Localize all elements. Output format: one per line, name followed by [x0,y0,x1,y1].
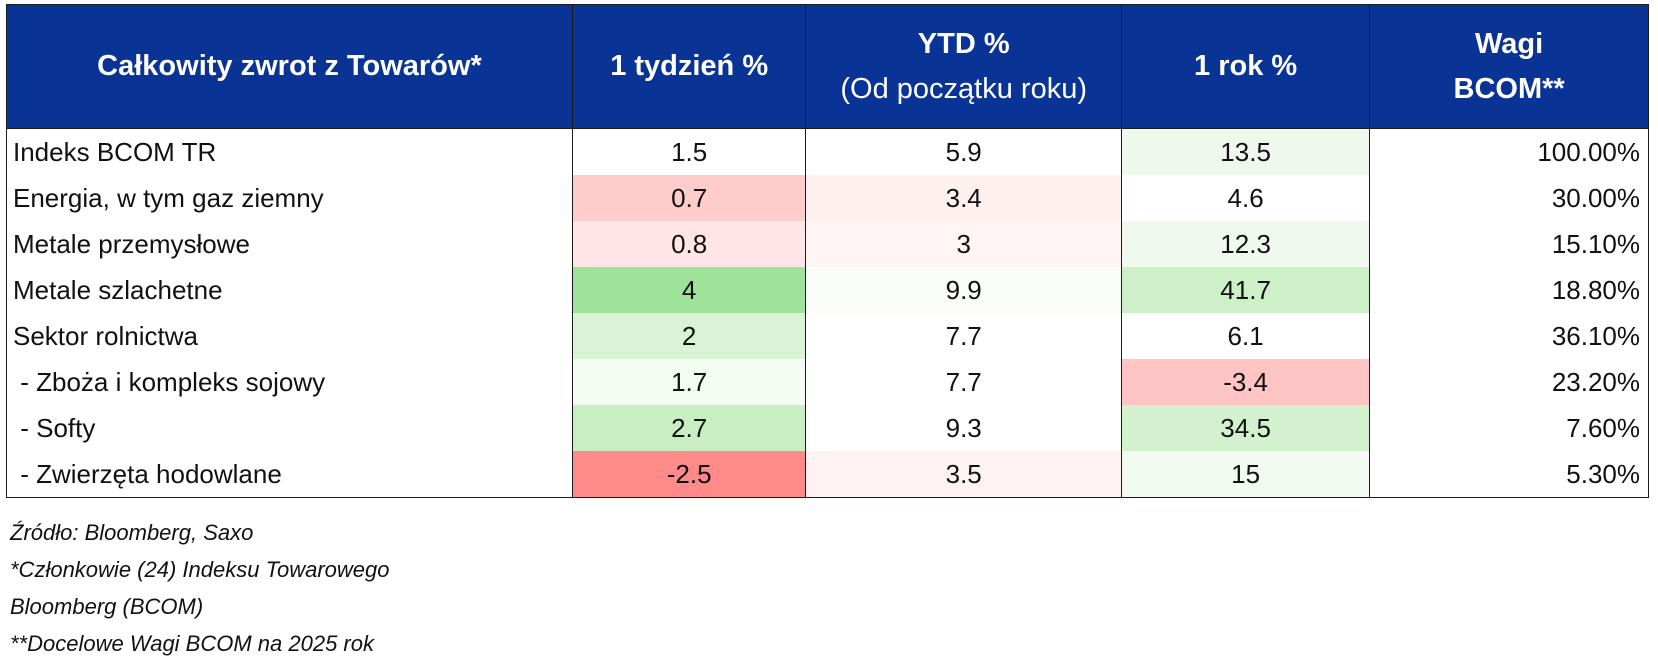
cell-1-week: 1.7 [571,359,807,405]
cell-commodity-name: - Zboża i kompleks sojowy [6,359,573,405]
cell-bcom-weight: 5.30% [1369,451,1649,498]
header-ytd-main: YTD % [917,27,1010,60]
cell-ytd: 5.9 [805,128,1122,175]
header-weights-line2: BCOM** [1453,72,1565,105]
header-total-return: Całkowity zwrot z Towarów* [6,4,573,129]
table-row: - Zwierzęta hodowlane -2.5 3.5 15 5.30% [6,451,1649,498]
cell-ytd: 3 [805,221,1122,267]
cell-bcom-weight: 100.00% [1369,128,1649,175]
cell-commodity-name: Energia, w tym gaz ziemny [6,175,573,221]
cell-bcom-weight: 23.20% [1369,359,1649,405]
cell-1-week: 2 [571,313,807,359]
header-1-year: 1 rok % [1120,4,1371,129]
cell-bcom-weight: 18.80% [1369,267,1649,313]
cell-1-year: 13.5 [1120,128,1371,175]
footnote-weights: **Docelowe Wagi BCOM na 2025 rok [10,631,374,656]
cell-ytd: 3.4 [805,175,1122,221]
table-row: Energia, w tym gaz ziemny 0.7 3.4 4.6 30.00% [6,175,1649,221]
footnote-members-line1: *Członkowie (24) Indeksu Towarowego [10,557,390,582]
cell-1-year: -3.4 [1120,359,1371,405]
footnote-source: Źródło: Bloomberg, Saxo [10,520,254,545]
header-1-week: 1 tydzień % [571,4,807,129]
footnotes: Źródło: Bloomberg, Saxo *Członkowie (24)… [10,514,390,662]
cell-commodity-name: - Softy [6,405,573,451]
cell-commodity-name: Metale przemysłowe [6,221,573,267]
cell-bcom-weight: 7.60% [1369,405,1649,451]
footnote-members-line2: Bloomberg (BCOM) [10,594,204,619]
cell-1-week: 1.5 [571,128,807,175]
header-bcom-weights: Wagi BCOM** [1369,4,1649,129]
table-row: Indeks BCOM TR 1.5 5.9 13.5 100.00% [6,128,1649,175]
cell-1-year: 12.3 [1120,221,1371,267]
commodity-returns-table: Całkowity zwrot z Towarów* 1 tydzień % Y… [6,4,1649,498]
cell-ytd: 9.9 [805,267,1122,313]
cell-ytd: 3.5 [805,451,1122,498]
cell-1-week: 0.7 [571,175,807,221]
cell-1-year: 41.7 [1120,267,1371,313]
header-ytd: YTD % (Od początku roku) [805,4,1122,129]
cell-1-year: 4.6 [1120,175,1371,221]
table-row: - Zboża i kompleks sojowy 1.7 7.7 -3.4 23.20… [6,359,1649,405]
header-weights-line1: Wagi [1475,27,1544,60]
cell-1-year: 15 [1120,451,1371,498]
header-row: Całkowity zwrot z Towarów* 1 tydzień % Y… [6,4,1649,129]
cell-ytd: 7.7 [805,359,1122,405]
table-row: Metale przemysłowe 0.8 3 12.3 15.10% [6,221,1649,267]
cell-bcom-weight: 30.00% [1369,175,1649,221]
cell-1-year: 6.1 [1120,313,1371,359]
cell-bcom-weight: 36.10% [1369,313,1649,359]
table-row: - Softy 2.7 9.3 34.5 7.60% [6,405,1649,451]
table-row: Sektor rolnictwa 2 7.7 6.1 36.10% [6,313,1649,359]
header-ytd-sub: (Od początku roku) [840,72,1087,105]
cell-commodity-name: - Zwierzęta hodowlane [6,451,573,498]
cell-ytd: 9.3 [805,405,1122,451]
table-body: Indeks BCOM TR 1.5 5.9 13.5 100.00% Energia, … [6,128,1649,498]
cell-commodity-name: Indeks BCOM TR [6,128,573,175]
cell-ytd: 7.7 [805,313,1122,359]
cell-bcom-weight: 15.10% [1369,221,1649,267]
cell-commodity-name: Sektor rolnictwa [6,313,573,359]
cell-1-week: -2.5 [571,451,807,498]
cell-1-week: 4 [571,267,807,313]
table-row: Metale szlachetne 4 9.9 41.7 18.80% [6,267,1649,313]
cell-commodity-name: Metale szlachetne [6,267,573,313]
cell-1-year: 34.5 [1120,405,1371,451]
cell-1-week: 0.8 [571,221,807,267]
cell-1-week: 2.7 [571,405,807,451]
